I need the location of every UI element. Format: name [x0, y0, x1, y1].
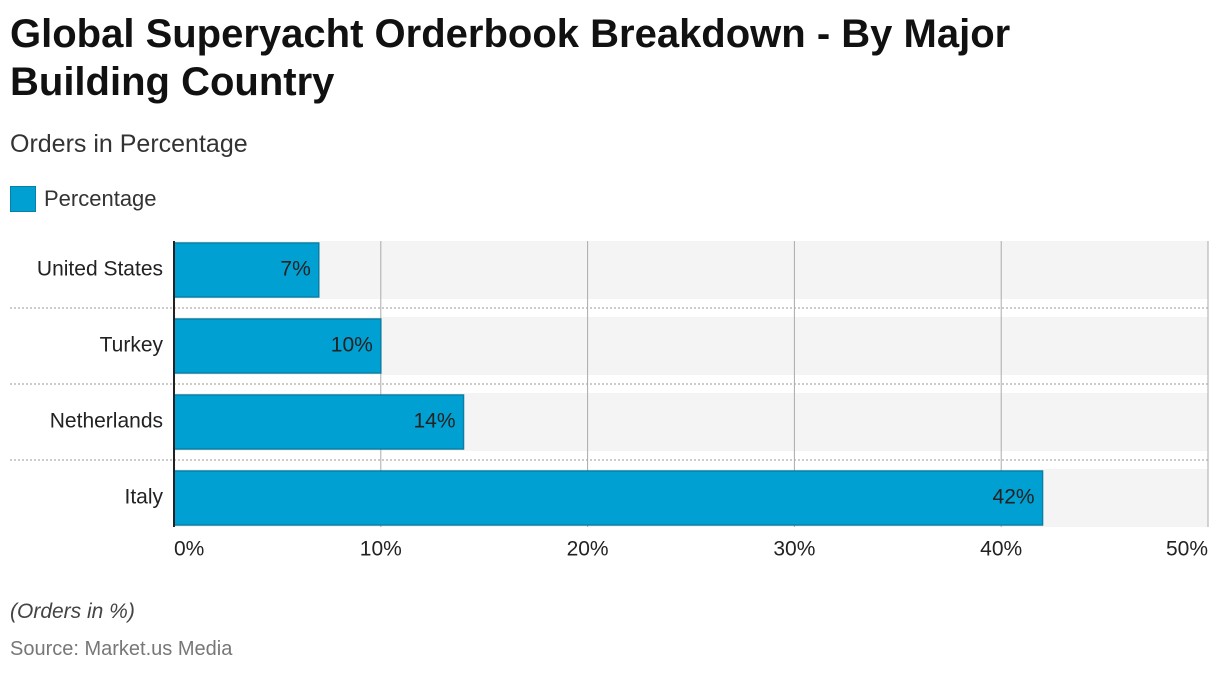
source: Source: Market.us Media	[10, 638, 233, 660]
x-tick-label: 30%	[773, 538, 815, 561]
chart-title: Global Superyacht Orderbook Breakdown - …	[10, 12, 1011, 104]
value-label: 7%	[280, 258, 310, 281]
y-tick-label: United States	[37, 258, 163, 281]
y-tick-label: Turkey	[100, 334, 164, 357]
legend: Percentage	[10, 186, 157, 212]
value-label: 42%	[993, 486, 1035, 509]
y-tick-label: Netherlands	[50, 410, 163, 433]
x-tick-label: 20%	[567, 538, 609, 561]
bar	[173, 394, 465, 450]
x-tick-label: 10%	[360, 538, 402, 561]
value-label: 14%	[413, 410, 455, 433]
x-tick-label: 50%	[1166, 538, 1208, 561]
note: (Orders in %)	[10, 600, 135, 623]
x-tick-label: 0%	[174, 538, 204, 561]
row-background	[174, 241, 1208, 299]
bar	[173, 242, 320, 298]
x-tick-label: 40%	[980, 538, 1022, 561]
value-label: 10%	[331, 334, 373, 357]
chart-subtitle: Orders in Percentage	[10, 130, 248, 158]
bar	[173, 470, 1044, 526]
legend-swatch	[10, 186, 36, 212]
y-tick-label: Italy	[124, 486, 163, 509]
legend-label: Percentage	[44, 186, 157, 211]
